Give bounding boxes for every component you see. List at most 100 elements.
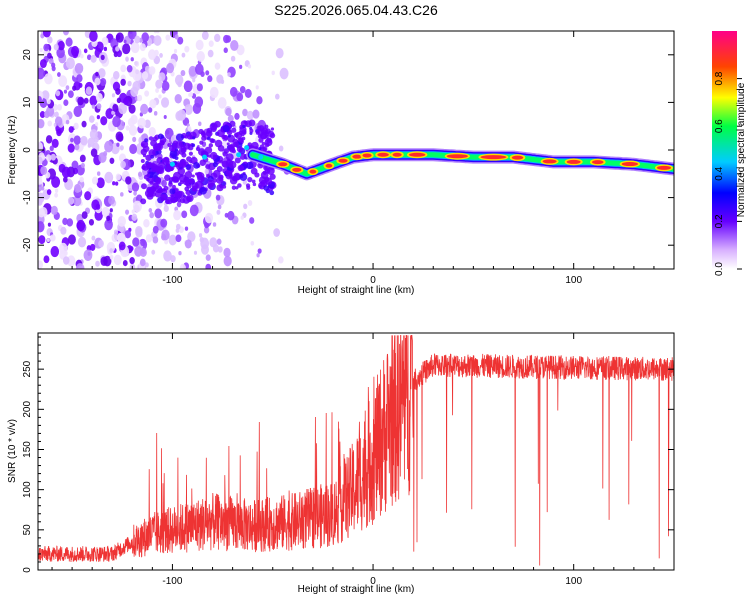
spectrogram-ridge-peak — [542, 159, 557, 164]
spectrogram-speckle — [124, 230, 132, 239]
spectrogram-cluster-blob — [174, 148, 179, 152]
spectrogram-speckle — [131, 209, 135, 214]
spectrogram-speckle — [63, 31, 69, 36]
spectrogram-speckle — [187, 126, 192, 132]
spectrogram-speckle — [149, 212, 155, 219]
spectrogram-speckle — [194, 96, 204, 108]
spectrogram-cluster-blob — [144, 138, 149, 143]
spectrogram-speckle — [87, 137, 95, 147]
spectrogram-speckle — [128, 125, 138, 136]
spectrogram-speckle — [131, 213, 138, 222]
spectrogram-speckle — [137, 171, 143, 178]
spectrogram-speckle — [111, 110, 115, 115]
spectrogram-cluster-blob — [254, 172, 260, 178]
spectrogram-speckle — [55, 90, 61, 97]
spectrogram-speckle — [72, 85, 77, 91]
spectrogram-cluster-blob — [205, 164, 211, 170]
spectrogram-speckle — [234, 112, 240, 120]
spectrogram-speckle — [212, 222, 217, 227]
spectrogram-cluster-blob — [217, 145, 225, 152]
spectrogram-speckle — [240, 215, 244, 220]
spectrogram-speckle — [160, 218, 168, 228]
spectrogram-cluster-blob — [146, 192, 154, 200]
spectrogram-speckle — [244, 88, 252, 98]
snr-ylabel: SNR (10 * v/v) — [7, 419, 18, 483]
spectrogram-speckle — [148, 207, 153, 213]
colorbar-tick-label: 0.4 — [714, 166, 725, 180]
snr-ytick-label: 100 — [22, 481, 33, 498]
spectrogram-cluster-blob — [150, 154, 155, 159]
spectrogram-ylabel: Frequency (Hz) — [7, 116, 18, 185]
spectrogram-cluster-blob — [140, 198, 147, 205]
spectrogram-speckle — [201, 31, 209, 40]
spectrogram-speckle — [246, 110, 254, 120]
spectrogram-cluster-blob — [157, 187, 164, 194]
spectrogram-cluster-blob — [171, 154, 177, 160]
spectrogram-speckle — [223, 255, 232, 267]
spectrogram-cluster-blob — [216, 184, 224, 192]
spectrogram-speckle — [161, 229, 170, 241]
spectrogram-speckle — [63, 176, 68, 183]
spectrogram-speckle — [139, 258, 146, 267]
spectrogram-speckle — [220, 79, 225, 84]
spectrogram-speckle — [275, 93, 280, 100]
spectrogram-cluster-blob — [225, 153, 234, 162]
spectrogram-speckle — [125, 209, 130, 215]
spectrogram-speckle — [278, 145, 284, 152]
spectrogram-cluster-blob — [261, 141, 266, 146]
spectrogram-cluster-blob — [185, 164, 192, 170]
spectrogram-speckle — [247, 200, 253, 206]
spectrogram-cluster-blob — [231, 127, 237, 133]
spectrogram-cluster-blob — [175, 133, 184, 142]
spectrogram-speckle — [38, 67, 45, 80]
spectrogram-speckle — [168, 234, 177, 246]
spectrogram-cluster-blob — [145, 154, 152, 161]
spectrogram-cluster-blob — [192, 136, 196, 140]
spectrogram-speckle — [89, 31, 98, 42]
spectrogram-speckle — [195, 63, 204, 75]
spectrogram-speckle — [227, 114, 234, 123]
spectrogram-speckle — [65, 37, 73, 47]
spectrogram-speckle — [47, 120, 53, 127]
spectrogram-speckle — [252, 109, 260, 119]
spectrogram-cluster-blob — [170, 194, 174, 198]
spectrogram-speckle — [181, 210, 188, 219]
spectrogram-cluster-blob — [266, 137, 272, 144]
spectrogram-cluster-blob — [147, 161, 153, 167]
spectrogram-speckle — [177, 36, 184, 45]
spectrogram-speckle — [63, 89, 68, 94]
spectrogram-speckle — [134, 35, 141, 44]
spectrogram-speckle — [109, 254, 114, 260]
snr-xtick-label: -100 — [162, 576, 182, 587]
spectrogram-speckle — [271, 70, 275, 76]
spectrogram-speckle — [141, 32, 149, 43]
spectrogram-speckle — [161, 179, 167, 188]
spectrogram-speckle — [54, 192, 59, 198]
spectrogram-speckle — [62, 217, 68, 226]
spectrogram-speckle — [279, 67, 289, 80]
spectrogram-speckle — [46, 99, 51, 105]
spectrogram-speckle — [101, 36, 109, 46]
spectrogram-speckle — [148, 66, 156, 75]
spectrogram-cluster-hot — [244, 145, 250, 151]
spectrogram-speckle — [79, 154, 86, 163]
spectrogram-cluster-blob — [258, 147, 262, 151]
spectrogram-speckle — [38, 118, 45, 129]
spectrogram-speckle — [238, 64, 243, 69]
colorbar-tick-label: 0.0 — [714, 262, 725, 276]
spectrogram-speckle — [75, 263, 85, 269]
spectrogram-speckle — [207, 49, 214, 58]
spectrogram-speckle — [122, 260, 128, 267]
spectrogram-speckle — [105, 108, 114, 120]
spectrogram-speckle — [188, 65, 197, 77]
spectrogram-speckle — [208, 40, 214, 47]
spectrogram-speckle — [115, 181, 119, 186]
spectrogram-speckle — [112, 104, 119, 112]
spectrogram-speckle — [50, 246, 60, 258]
spectrogram-speckle — [65, 85, 70, 91]
spectrogram-speckle — [135, 228, 143, 238]
colorbar-ticks: 0.0 0.2 0.4 0.6 0.8 — [714, 71, 742, 276]
spectrogram-speckle — [147, 107, 153, 113]
spectrogram-speckle — [175, 234, 182, 243]
spectrogram-cluster-hot — [169, 161, 175, 167]
